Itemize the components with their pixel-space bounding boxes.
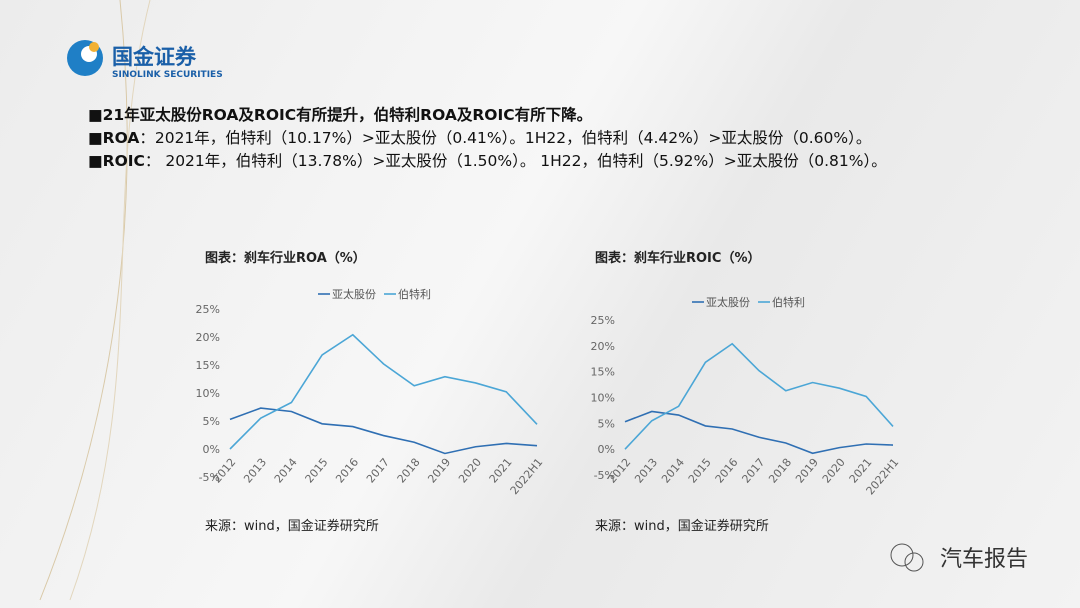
series-line: [229, 333, 538, 450]
x-tick-label: 2014: [659, 456, 687, 486]
x-tick-label: 2018: [766, 456, 794, 486]
decor: [69, 0, 151, 601]
x-tick-label: 2013: [241, 456, 269, 486]
source: 来源：wind，国金证券研究所: [595, 518, 769, 534]
x-tick-label: 2016: [713, 456, 741, 486]
x-tick-label: 2014: [272, 456, 300, 486]
x-tick-label: 2016: [333, 456, 361, 486]
x-tick-label: 2017: [364, 456, 392, 486]
series-line: [229, 407, 538, 455]
legend-label: 伯特利: [772, 295, 805, 309]
x-tick-label: 2018: [395, 456, 423, 486]
bullet: ■ROA：2021年，伯特利（10.17%）>亚太股份（0.41%）。1H22，…: [88, 127, 1020, 150]
chart-title: 图表：刹车行业ROIC（%）: [595, 250, 760, 266]
source: 来源：wind，国金证券研究所: [205, 518, 379, 534]
bullet-text: ：2021年，伯特利（10.17%）>亚太股份（0.41%）。1H22，伯特利（…: [139, 129, 872, 147]
y-tick-label: 5%: [598, 417, 615, 430]
bullet-text: ： 2021年，伯特利（13.78%）>亚太股份（1.50%）。 1H22，伯特…: [144, 152, 887, 170]
y-tick-label: 0%: [598, 443, 615, 456]
x-tick-label: 2021: [487, 456, 515, 486]
x-tick-label: 2015: [303, 456, 331, 486]
y-tick-label: 0%: [203, 443, 220, 456]
watermark: 汽车报告: [940, 547, 1028, 572]
x-tick-label: 2022H1: [508, 456, 546, 497]
y-tick-label: 15%: [196, 359, 220, 372]
y-tick-label: -5%: [199, 471, 220, 484]
company-name: 国金证券: [112, 45, 197, 69]
legend-label: 伯特利: [398, 287, 431, 301]
chart-title: 图表：刹车行业ROA（%）: [205, 250, 366, 266]
series-line: [624, 342, 894, 450]
y-tick-label: 25%: [591, 314, 615, 327]
bullet-lead: ■ROA: [88, 129, 140, 147]
bullet-lead: ■ROIC: [88, 152, 145, 170]
x-tick-label: 2015: [686, 456, 714, 486]
y-tick-label: 5%: [203, 415, 220, 428]
x-tick-label: 2013: [632, 456, 660, 486]
y-tick-label: -5%: [594, 469, 615, 482]
bullet: ■21年亚太股份ROA及ROIC有所提升，伯特利ROA及ROIC有所下降。: [88, 104, 1020, 127]
wechat-icon: [904, 552, 924, 572]
logo: [89, 42, 99, 52]
bullet: ■ROIC： 2021年，伯特利（13.78%）>亚太股份（1.50%）。 1H…: [88, 150, 1020, 173]
y-tick-label: 10%: [591, 392, 615, 405]
bullet-text: ■21年亚太股份ROA及ROIC有所提升，伯特利ROA及ROIC有所下降。: [88, 106, 593, 124]
company-name-en: SINOLINK SECURITIES: [112, 70, 223, 80]
x-tick-label: 2020: [820, 456, 848, 486]
y-tick-label: 15%: [591, 366, 615, 379]
wechat-icon: [890, 543, 914, 567]
y-tick-label: 20%: [196, 331, 220, 344]
x-tick-label: 2020: [456, 456, 484, 486]
x-tick-label: 2019: [793, 456, 821, 486]
legend-label: 亚太股份: [706, 296, 750, 309]
x-tick-label: 2017: [739, 456, 767, 486]
x-tick-label: 2019: [425, 456, 453, 486]
y-tick-label: 20%: [591, 340, 615, 353]
decor: [39, 0, 128, 601]
series-line: [624, 410, 894, 455]
y-tick-label: 25%: [196, 303, 220, 316]
legend-label: 亚太股份: [332, 288, 376, 301]
y-tick-label: 10%: [196, 387, 220, 400]
